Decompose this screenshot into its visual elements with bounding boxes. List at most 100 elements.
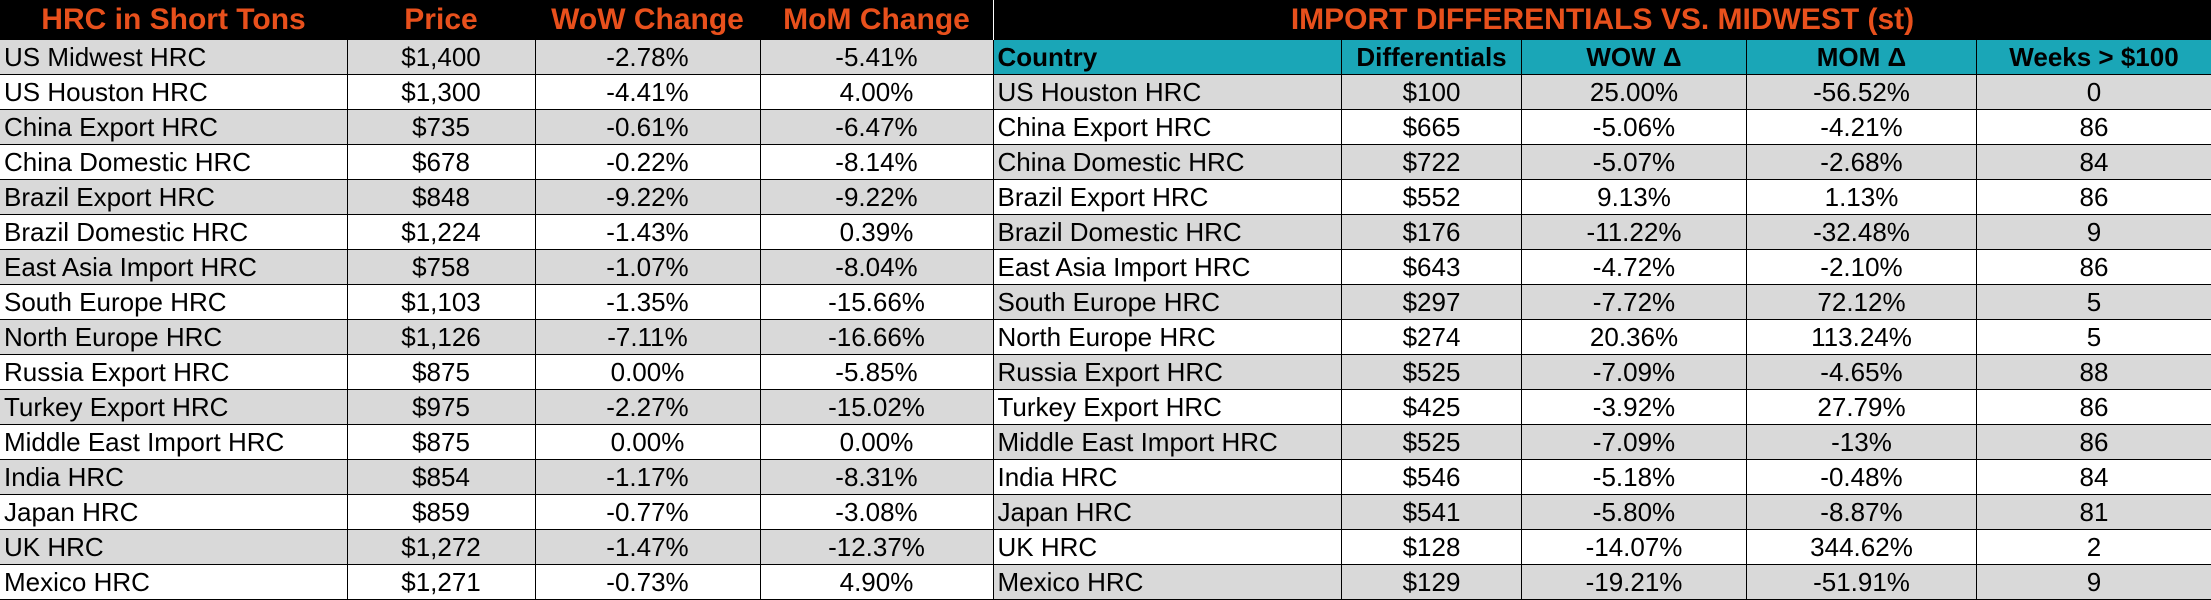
table-row: Middle East Import HRC$525-7.09%-13%86 xyxy=(994,425,2211,460)
price-cell: $1,103 xyxy=(347,285,535,320)
country-cell: US Houston HRC xyxy=(994,75,1342,110)
product-cell: Brazil Domestic HRC xyxy=(0,215,347,250)
weeks-over-100-cell: 2 xyxy=(1977,530,2211,565)
differential-cell: $129 xyxy=(1342,565,1522,600)
country-cell: Turkey Export HRC xyxy=(994,390,1342,425)
country-cell: UK HRC xyxy=(994,530,1342,565)
wow-change-cell: -1.35% xyxy=(535,285,760,320)
wow-change-cell: 0.00% xyxy=(535,425,760,460)
table-row: China Export HRC$665-5.06%-4.21%86 xyxy=(994,110,2211,145)
wow-delta-cell: -4.72% xyxy=(1522,250,1747,285)
wow-change-cell: -2.27% xyxy=(535,390,760,425)
mom-change-header: MoM Change xyxy=(760,0,993,40)
price-cell: $735 xyxy=(347,110,535,145)
country-cell: South Europe HRC xyxy=(994,285,1342,320)
differential-cell: $541 xyxy=(1342,495,1522,530)
wow-delta-cell: -19.21% xyxy=(1522,565,1747,600)
mom-change-cell: -8.14% xyxy=(760,145,993,180)
weeks-over-100-cell: 86 xyxy=(1977,425,2211,460)
price-cell: $1,224 xyxy=(347,215,535,250)
price-header: Price xyxy=(347,0,535,40)
country-cell: Brazil Domestic HRC xyxy=(994,215,1342,250)
country-cell: North Europe HRC xyxy=(994,320,1342,355)
wow-delta-cell: 25.00% xyxy=(1522,75,1747,110)
mom-change-cell: 0.00% xyxy=(760,425,993,460)
wow-delta-cell: -3.92% xyxy=(1522,390,1747,425)
wow-delta-header: WOW Δ xyxy=(1522,40,1747,75)
mom-delta-cell: 344.62% xyxy=(1747,530,1977,565)
hrc-title-header: HRC in Short Tons xyxy=(0,0,347,40)
country-cell: Middle East Import HRC xyxy=(994,425,1342,460)
differential-cell: $100 xyxy=(1342,75,1522,110)
differentials-title: IMPORT DIFFERENTIALS VS. MIDWEST (st) xyxy=(994,0,2211,40)
wow-change-cell: -0.22% xyxy=(535,145,760,180)
price-cell: $859 xyxy=(347,495,535,530)
table-row: Russia Export HRC$525-7.09%-4.65%88 xyxy=(994,355,2211,390)
mom-delta-cell: 27.79% xyxy=(1747,390,1977,425)
product-cell: Turkey Export HRC xyxy=(0,390,347,425)
country-cell: China Domestic HRC xyxy=(994,145,1342,180)
table-row: Turkey Export HRC$975-2.27%-15.02% xyxy=(0,390,993,425)
wow-change-cell: -9.22% xyxy=(535,180,760,215)
price-cell: $848 xyxy=(347,180,535,215)
differential-cell: $176 xyxy=(1342,215,1522,250)
product-cell: Mexico HRC xyxy=(0,565,347,600)
mom-change-cell: 0.39% xyxy=(760,215,993,250)
product-cell: North Europe HRC xyxy=(0,320,347,355)
mom-delta-cell: -32.48% xyxy=(1747,215,1977,250)
mom-change-cell: -5.41% xyxy=(760,40,993,75)
price-cell: $875 xyxy=(347,355,535,390)
table-row: India HRC$546-5.18%-0.48%84 xyxy=(994,460,2211,495)
mom-delta-cell: 1.13% xyxy=(1747,180,1977,215)
wow-change-cell: -7.11% xyxy=(535,320,760,355)
weeks-over-100-cell: 9 xyxy=(1977,565,2211,600)
table-row: India HRC$854-1.17%-8.31% xyxy=(0,460,993,495)
mom-change-cell: -3.08% xyxy=(760,495,993,530)
mom-delta-cell: 72.12% xyxy=(1747,285,1977,320)
table-row: Brazil Domestic HRC$1,224-1.43%0.39% xyxy=(0,215,993,250)
mom-change-cell: 4.00% xyxy=(760,75,993,110)
mom-delta-header: MOM Δ xyxy=(1747,40,1977,75)
price-cell: $758 xyxy=(347,250,535,285)
differential-cell: $128 xyxy=(1342,530,1522,565)
mom-change-cell: -12.37% xyxy=(760,530,993,565)
wow-delta-cell: -14.07% xyxy=(1522,530,1747,565)
product-cell: East Asia Import HRC xyxy=(0,250,347,285)
wow-delta-cell: 20.36% xyxy=(1522,320,1747,355)
differential-cell: $643 xyxy=(1342,250,1522,285)
price-cell: $678 xyxy=(347,145,535,180)
wow-delta-cell: -7.72% xyxy=(1522,285,1747,320)
table-row: South Europe HRC$297-7.72%72.12%5 xyxy=(994,285,2211,320)
wow-change-cell: -1.17% xyxy=(535,460,760,495)
product-cell: China Domestic HRC xyxy=(0,145,347,180)
wow-delta-cell: -5.06% xyxy=(1522,110,1747,145)
wow-delta-cell: -5.07% xyxy=(1522,145,1747,180)
mom-change-cell: 4.90% xyxy=(760,565,993,600)
product-cell: Middle East Import HRC xyxy=(0,425,347,460)
weeks-over-100-header: Weeks > $100 xyxy=(1977,40,2211,75)
mom-delta-cell: 113.24% xyxy=(1747,320,1977,355)
mom-delta-cell: -4.65% xyxy=(1747,355,1977,390)
product-cell: China Export HRC xyxy=(0,110,347,145)
mom-change-cell: -5.85% xyxy=(760,355,993,390)
wow-delta-cell: -5.18% xyxy=(1522,460,1747,495)
mom-change-cell: -16.66% xyxy=(760,320,993,355)
wow-delta-cell: -5.80% xyxy=(1522,495,1747,530)
wow-delta-cell: 9.13% xyxy=(1522,180,1747,215)
hrc-price-table: HRC in Short Tons Price WoW Change MoM C… xyxy=(0,0,994,600)
mom-delta-cell: -4.21% xyxy=(1747,110,1977,145)
mom-delta-cell: -13% xyxy=(1747,425,1977,460)
price-cell: $975 xyxy=(347,390,535,425)
mom-change-cell: -8.31% xyxy=(760,460,993,495)
import-differentials-table: IMPORT DIFFERENTIALS VS. MIDWEST (st) Co… xyxy=(994,0,2211,600)
wow-change-cell: -0.77% xyxy=(535,495,760,530)
country-cell: Mexico HRC xyxy=(994,565,1342,600)
differentials-header: Differentials xyxy=(1342,40,1522,75)
country-cell: Russia Export HRC xyxy=(994,355,1342,390)
price-cell: $1,271 xyxy=(347,565,535,600)
weeks-over-100-cell: 86 xyxy=(1977,250,2211,285)
